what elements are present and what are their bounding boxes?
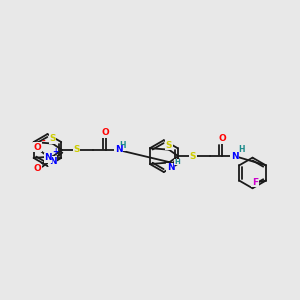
Text: S: S — [73, 146, 80, 154]
Text: H: H — [119, 141, 125, 150]
Text: O: O — [34, 164, 41, 173]
Text: N: N — [49, 157, 56, 166]
Text: S: S — [50, 134, 56, 143]
Text: +: + — [52, 147, 58, 156]
Text: O: O — [34, 143, 41, 152]
Text: H: H — [238, 145, 245, 154]
Text: N: N — [115, 146, 122, 154]
Text: N: N — [231, 152, 238, 160]
Text: N: N — [167, 163, 174, 172]
Text: O: O — [102, 128, 110, 137]
Text: N: N — [44, 154, 52, 163]
Text: -: - — [42, 136, 45, 146]
Text: S: S — [166, 141, 172, 150]
Text: S: S — [190, 152, 196, 160]
Text: H: H — [175, 159, 180, 165]
Text: F: F — [252, 178, 258, 187]
Text: O: O — [218, 134, 226, 143]
